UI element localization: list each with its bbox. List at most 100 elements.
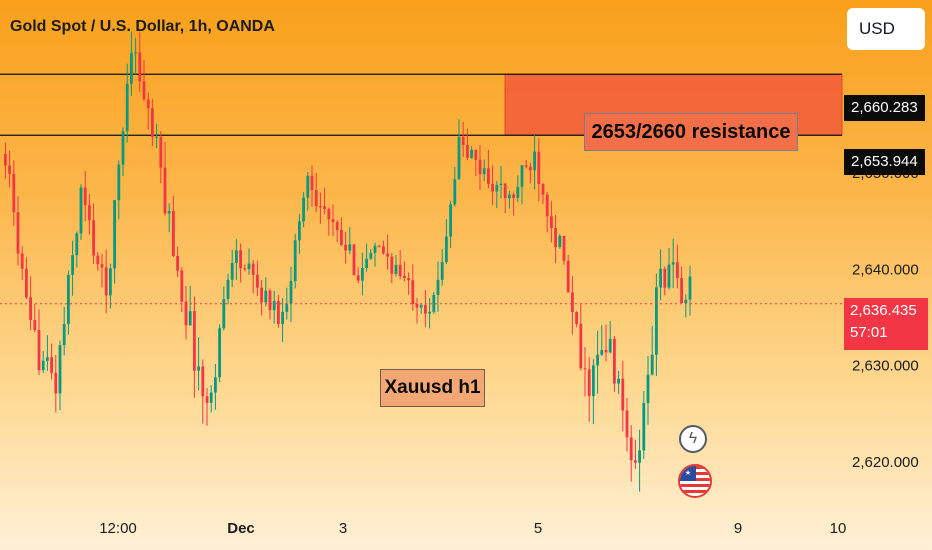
candle-body: [96, 255, 100, 265]
candle-body: [298, 221, 301, 241]
candle-body: [218, 328, 221, 378]
candle-body: [58, 345, 62, 394]
candle-body: [323, 206, 326, 209]
candle-body: [579, 323, 583, 369]
candle-body: [293, 240, 297, 282]
candle-body: [134, 52, 137, 54]
candle-body: [8, 165, 11, 174]
current-price-value: 2,636.435: [850, 302, 917, 319]
candle-body: [608, 338, 612, 353]
flag-canton: ★: [680, 466, 696, 481]
candle-body: [172, 211, 175, 256]
candle-body: [403, 276, 406, 279]
x-axis-tick-label: 12:00: [99, 520, 137, 537]
candle-body: [41, 360, 45, 371]
candle-body: [617, 378, 620, 384]
candle-body: [508, 194, 511, 199]
candle-body: [113, 200, 116, 269]
candle-body: [25, 268, 28, 298]
candle-body: [491, 183, 494, 192]
candle-body: [239, 250, 242, 269]
candle-body: [587, 369, 591, 397]
candle-body: [214, 377, 217, 393]
candle-body: [545, 194, 549, 217]
candle-body: [382, 246, 385, 254]
candle-body: [621, 378, 625, 411]
us-flag-icon[interactable]: ★: [678, 464, 712, 498]
candle-body: [272, 300, 276, 311]
candle-body: [71, 255, 74, 275]
candle-body: [440, 262, 444, 280]
candle-body: [453, 179, 457, 205]
current-price-badge: 2,636.435 57:01: [844, 298, 928, 350]
candle-body: [537, 151, 541, 185]
candle-body: [163, 167, 167, 214]
candle-body: [264, 290, 268, 303]
candle-body: [340, 229, 343, 245]
candle-body: [226, 279, 230, 300]
candle-body: [314, 190, 318, 207]
candle-body: [583, 368, 587, 370]
candle-body: [600, 350, 604, 355]
candle-body: [256, 274, 259, 288]
candle-body: [478, 159, 482, 175]
candle-body: [348, 244, 352, 251]
candle-body: [268, 290, 272, 311]
candle-body: [277, 300, 280, 325]
candle-body: [104, 267, 108, 296]
candle-body: [369, 252, 373, 259]
candle-body: [604, 350, 608, 353]
candle-body: [592, 365, 595, 397]
candle-body: [625, 410, 629, 438]
candle-body: [638, 450, 641, 463]
candle-body: [83, 187, 87, 206]
candle-body: [285, 303, 289, 312]
candle-body: [671, 262, 675, 265]
price-tag-lower-level: 2,653.944: [844, 149, 925, 175]
price-tag-upper-level: 2,660.283: [844, 95, 925, 121]
candle-body: [566, 260, 570, 293]
candle-body: [327, 208, 331, 220]
resistance-annotation[interactable]: 2653/2660 resistance: [584, 113, 798, 151]
candle-body: [281, 311, 284, 325]
candle-body: [130, 52, 133, 84]
candle-countdown: 57:01: [850, 324, 888, 341]
candle-body: [680, 278, 683, 304]
candle-body: [424, 305, 427, 314]
candle-body: [201, 366, 205, 397]
candle-body: [184, 301, 188, 326]
candle-body: [92, 220, 95, 256]
candle-body: [520, 165, 524, 187]
candle-body: [541, 184, 545, 195]
candle-body: [663, 268, 667, 288]
candle-body: [562, 235, 566, 261]
candle-body: [33, 320, 37, 330]
candle-body: [54, 372, 58, 394]
candle-body: [155, 136, 158, 138]
candle-body: [550, 216, 553, 229]
candle-body: [117, 164, 121, 201]
x-axis-tick-label: 10: [830, 520, 847, 537]
candle-body: [571, 292, 574, 313]
candle-body: [503, 183, 507, 199]
candle-body: [344, 244, 347, 251]
candle-body: [386, 253, 389, 257]
candle-body: [529, 166, 532, 171]
candle-body: [659, 268, 662, 288]
candle-body: [365, 258, 368, 268]
lightning-bolt-icon[interactable]: ϟ: [679, 425, 707, 453]
candle-body: [655, 287, 658, 355]
candle-body: [247, 263, 251, 270]
currency-selector-button[interactable]: USD: [847, 8, 925, 50]
candle-body: [46, 357, 49, 361]
timeframe-annotation[interactable]: Xauusd h1: [380, 369, 485, 407]
candle-body: [260, 287, 263, 303]
candle-body: [79, 187, 83, 234]
candle-body: [596, 354, 599, 366]
candle-body: [512, 194, 515, 198]
candle-body: [319, 206, 322, 208]
candle-body: [613, 338, 616, 384]
candle-body: [470, 149, 473, 158]
candle-body: [75, 233, 79, 256]
